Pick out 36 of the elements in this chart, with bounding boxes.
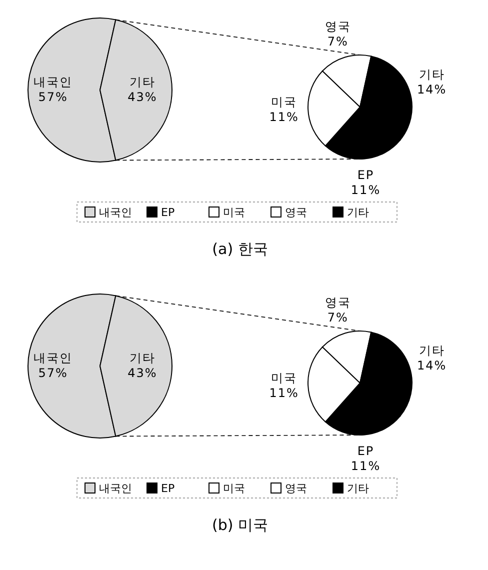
category-label: 미국 xyxy=(223,482,245,495)
text: (a) 한국 xyxy=(212,240,268,258)
legend-label: 영국 xyxy=(285,482,307,495)
data-label: 11% xyxy=(269,110,299,124)
data-label: 7% xyxy=(327,310,348,324)
legend-label: 영국 xyxy=(285,206,307,219)
slice-label: 내국인 xyxy=(34,351,73,365)
slice-label: 기타 xyxy=(418,343,445,358)
data-label: 11% xyxy=(350,458,381,473)
data-label: 14% xyxy=(417,358,447,372)
slice-label: EP xyxy=(357,168,374,182)
legend-label: EP xyxy=(161,206,175,219)
data-label: 57% xyxy=(38,90,68,104)
slice-label: 내국인 xyxy=(34,75,73,89)
data-label: 43% xyxy=(128,90,158,104)
data-label: 14% xyxy=(417,82,447,96)
data-label: 57% xyxy=(38,366,68,380)
slice-label: 영국 xyxy=(324,19,351,34)
slice-label: EP xyxy=(357,444,374,458)
legend-label: 기타 xyxy=(347,482,369,495)
legend-label: 내국인 xyxy=(99,482,132,495)
slice-label: 기타 xyxy=(129,351,156,365)
slice-label: 영국 xyxy=(324,295,351,310)
slice-label: 미국 xyxy=(271,371,298,385)
legend-label: EP xyxy=(161,482,175,495)
category-label: 미국 xyxy=(223,206,245,219)
data-label: 7% xyxy=(327,34,348,48)
slice-label: 기타 xyxy=(129,75,156,89)
text: (b) 미국 xyxy=(212,516,268,534)
data-label: 11% xyxy=(269,386,299,400)
slice-label: 기타 xyxy=(418,67,445,82)
data-label: 11% xyxy=(350,182,381,197)
data-label: 43% xyxy=(128,366,158,380)
legend-label: 기타 xyxy=(347,206,369,219)
slice-label: 미국 xyxy=(271,95,298,109)
legend-label: 내국인 xyxy=(99,206,132,219)
